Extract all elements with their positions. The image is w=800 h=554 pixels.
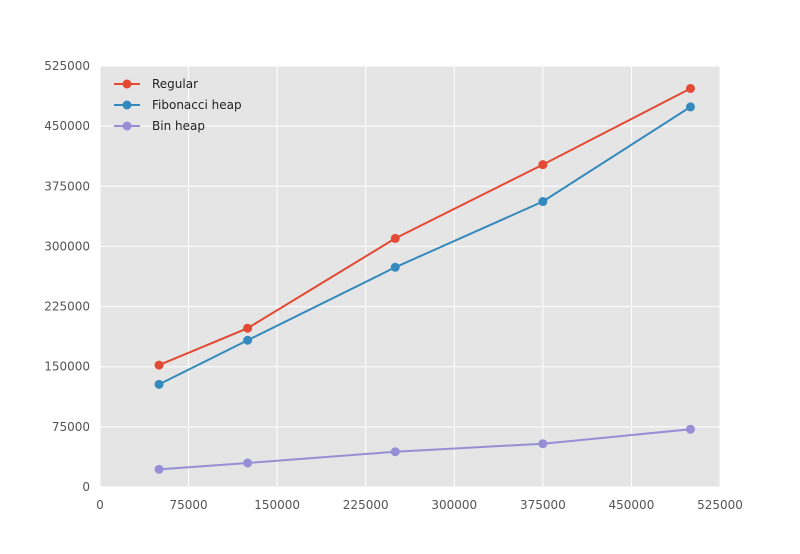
data-point <box>390 447 400 457</box>
legend-label: Regular <box>152 77 198 91</box>
y-tick-label: 525000 <box>44 59 90 73</box>
data-point <box>538 197 548 207</box>
plot-background <box>100 66 720 487</box>
y-tick-label: 75000 <box>52 420 90 434</box>
y-tick-label: 375000 <box>44 179 90 193</box>
y-tick-label: 300000 <box>44 239 90 253</box>
legend-label: Fibonacci heap <box>152 98 242 112</box>
x-tick-label: 0 <box>96 498 104 512</box>
y-tick-label: 150000 <box>44 360 90 374</box>
legend-item: Fibonacci heap <box>114 98 242 112</box>
data-point <box>685 424 695 434</box>
data-point <box>243 335 253 345</box>
x-tick-label: 225000 <box>343 498 389 512</box>
data-point <box>685 83 695 93</box>
series-layer <box>154 83 695 474</box>
series-bin-heap <box>154 424 695 474</box>
series-fibonacci-heap <box>154 102 695 389</box>
data-point <box>154 360 164 370</box>
x-tick-label: 300000 <box>431 498 477 512</box>
data-point <box>243 458 253 468</box>
y-tick-label: 450000 <box>44 119 90 133</box>
y-tick-label: 225000 <box>44 300 90 314</box>
x-tick-label: 150000 <box>254 498 300 512</box>
series-regular <box>154 83 695 370</box>
data-point <box>243 323 253 333</box>
legend: Regular Fibonacci heap Bin heap <box>114 77 242 133</box>
x-tick-label: 375000 <box>520 498 566 512</box>
x-tick-label: 75000 <box>169 498 207 512</box>
data-point <box>390 262 400 272</box>
data-point <box>538 160 548 170</box>
y-tick-label: 0 <box>82 480 90 494</box>
legend-marker <box>122 79 132 89</box>
data-point <box>154 464 164 474</box>
legend-marker <box>122 121 132 131</box>
legend-item: Bin heap <box>114 119 205 133</box>
data-point <box>390 233 400 243</box>
legend-marker <box>122 100 132 110</box>
grid-lines <box>99 65 721 488</box>
x-tick-label: 525000 <box>697 498 743 512</box>
data-point <box>685 102 695 112</box>
legend-item: Regular <box>114 77 198 91</box>
data-point <box>538 439 548 449</box>
data-point <box>154 379 164 389</box>
x-tick-label: 450000 <box>609 498 655 512</box>
tick-labels: 0 75000 150000 225000 300000 375000 450000 5250… <box>44 59 743 512</box>
legend-label: Bin heap <box>152 119 205 133</box>
